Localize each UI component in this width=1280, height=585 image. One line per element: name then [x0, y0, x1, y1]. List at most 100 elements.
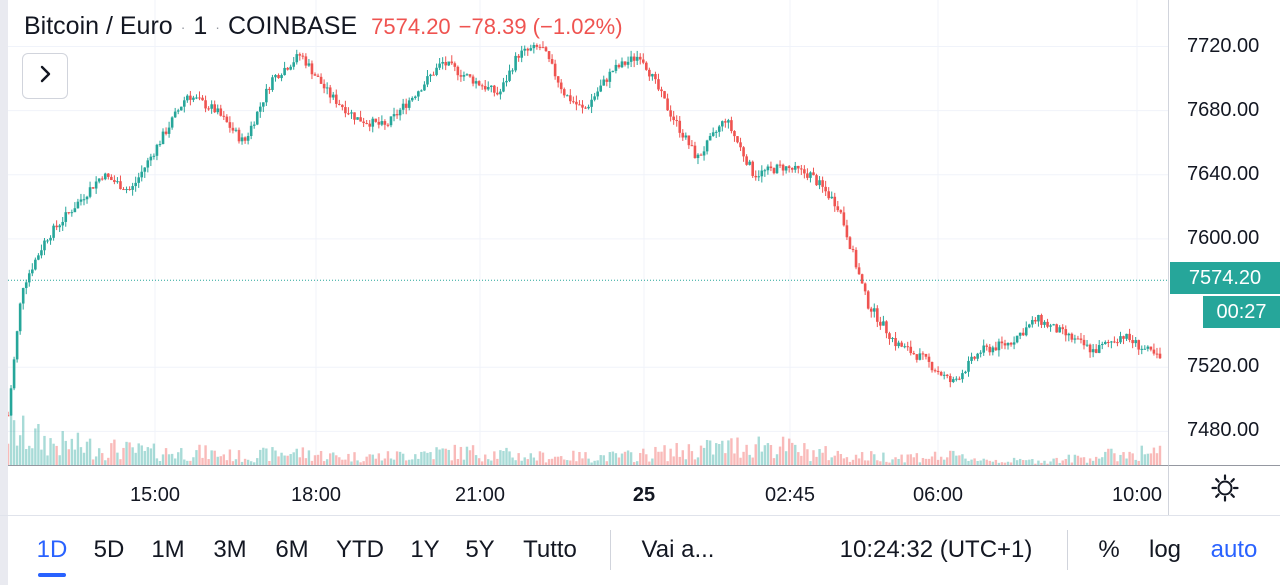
candle-body	[857, 267, 861, 275]
candle-body	[246, 135, 250, 141]
volume-bar	[812, 450, 815, 465]
candle-body	[1113, 341, 1116, 343]
candle-body	[1006, 342, 1010, 346]
volume-bar	[912, 457, 915, 465]
volume-bar	[170, 453, 174, 465]
candle-body	[623, 61, 627, 65]
range-1m-button[interactable]: 1M	[151, 536, 185, 563]
candle-body	[778, 164, 782, 166]
range-1d-button[interactable]: 1D	[36, 536, 68, 563]
range-5y-button[interactable]: 5Y	[465, 536, 495, 563]
volume-bar	[161, 454, 165, 465]
candle-body	[541, 47, 545, 49]
range-6m-button[interactable]: 6M	[275, 536, 309, 563]
chevron-right-icon	[35, 64, 55, 89]
volume-bar	[842, 458, 846, 465]
price-axis[interactable]: 7720.00 7680.00 7640.00 7600.00 7520.00 7480.…	[1168, 0, 1280, 465]
volume-bar	[450, 460, 453, 465]
clock-timezone-button[interactable]: 10:24:32 (UTC+1)	[839, 536, 1033, 563]
volume-bar	[49, 438, 52, 465]
volume-bar	[423, 451, 426, 465]
candle-body	[979, 352, 982, 354]
candle-body	[945, 374, 949, 377]
candle-body	[872, 308, 876, 312]
volume-bar	[477, 458, 481, 465]
volume-bar	[365, 456, 368, 465]
volume-bar	[854, 454, 858, 465]
candle-body	[103, 173, 107, 180]
range-5d-button[interactable]: 5D	[93, 536, 125, 563]
volume-bar	[927, 458, 931, 465]
chart-plot-area[interactable]	[6, 0, 1168, 465]
candle-body	[116, 181, 119, 183]
candle-body	[228, 122, 232, 128]
volume-bar	[1037, 460, 1040, 465]
volume-bar	[1022, 460, 1025, 465]
volume-bar	[474, 455, 478, 465]
range-ytd-button[interactable]: YTD	[336, 536, 384, 563]
candle-body	[334, 94, 338, 104]
candle-body	[444, 61, 447, 66]
volume-bar	[946, 457, 949, 465]
candle-body	[255, 111, 259, 125]
candle-body	[985, 345, 989, 347]
symbol-name[interactable]: Bitcoin / Euro	[24, 12, 173, 40]
chart-legend[interactable]: Bitcoin / Euro · 1 · COINBASE 7574.20 −7…	[24, 12, 623, 41]
volume-bar	[569, 460, 572, 465]
candle-body	[535, 45, 539, 47]
volume-bar	[787, 438, 791, 465]
candle-body	[982, 345, 986, 353]
legend-change: −78.39 (−1.02%)	[458, 13, 623, 39]
expand-legend-button[interactable]	[22, 53, 68, 99]
x-tick-label: 06:00	[912, 484, 964, 506]
volume-bar	[964, 458, 967, 465]
candle-body	[1122, 336, 1125, 339]
volume-bar	[1101, 457, 1104, 465]
volume-bar	[818, 449, 821, 465]
range-3m-button[interactable]: 3M	[213, 536, 247, 563]
candle-body	[137, 177, 141, 183]
candle-body	[520, 50, 523, 58]
volume-bar	[751, 457, 754, 465]
interval-label[interactable]: 1	[193, 12, 208, 40]
log-scale-toggle[interactable]: log	[1148, 536, 1182, 563]
volume-bar	[155, 458, 159, 465]
volume-bar	[1028, 459, 1031, 465]
volume-bar	[708, 440, 712, 465]
volume-bar	[1110, 448, 1113, 465]
candle-body	[119, 181, 122, 190]
candle-body	[572, 101, 575, 103]
candle-body	[544, 47, 548, 52]
volume-bar	[648, 461, 651, 465]
candle-body	[806, 173, 809, 178]
volume-bar	[824, 446, 827, 465]
chart-svg[interactable]	[6, 0, 1168, 465]
volume-bar	[903, 462, 906, 465]
candle-body	[231, 127, 235, 131]
volume-bar	[12, 420, 16, 465]
candle-body	[562, 89, 566, 96]
time-axis[interactable]: 15:00 18:00 21:00 25 02:45 06:00 10:00	[8, 465, 1168, 515]
candle-body	[590, 99, 593, 107]
candle-body	[529, 48, 533, 51]
candle-body	[766, 166, 770, 171]
percent-scale-toggle[interactable]: %	[1098, 536, 1120, 563]
volume-bar	[556, 456, 560, 465]
candle-body	[717, 126, 721, 132]
volume-bar	[40, 449, 43, 465]
range-1y-button[interactable]: 1Y	[410, 536, 440, 563]
candle-body	[85, 196, 89, 200]
candle-body	[809, 172, 812, 178]
candle-body	[493, 85, 496, 93]
candle-body	[1149, 346, 1153, 350]
auto-scale-toggle[interactable]: auto	[1210, 536, 1258, 563]
volume-bar	[471, 445, 475, 465]
candle-body	[243, 137, 247, 141]
volume-bar	[401, 453, 405, 465]
volume-bar	[538, 451, 542, 465]
goto-date-button[interactable]: Vai a...	[641, 536, 715, 563]
candle-body	[289, 66, 292, 70]
range-all-button[interactable]: Tutto	[523, 536, 577, 563]
candle-body	[82, 199, 86, 201]
chart-settings-button[interactable]	[1168, 465, 1280, 515]
